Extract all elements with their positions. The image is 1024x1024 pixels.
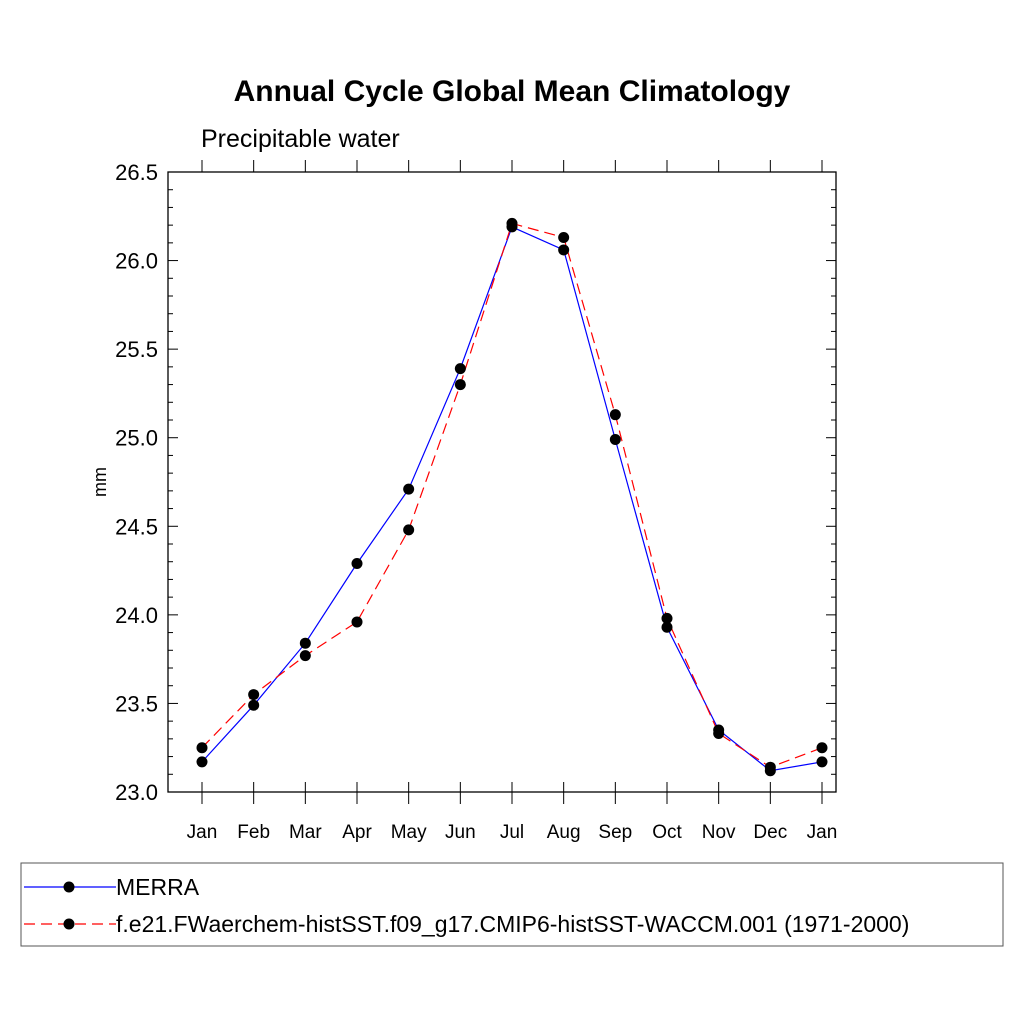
series-1-point [351, 557, 363, 569]
series-2-point [454, 379, 466, 391]
series-2-point [403, 524, 415, 536]
series-2-point [609, 409, 621, 421]
y-tick-label: 24.5 [115, 514, 158, 539]
x-tick-label: Jan [807, 822, 838, 843]
chart-subtitle: Precipitable water [201, 125, 400, 153]
series-1-point [196, 756, 208, 768]
series-1-point [454, 363, 466, 375]
y-tick-label: 25.0 [115, 426, 158, 451]
x-tick-label: Dec [753, 822, 787, 843]
series-1-point [816, 756, 828, 768]
legend-marker-2 [63, 918, 75, 930]
series-1-point [299, 637, 311, 649]
y-tick-label: 26.0 [115, 249, 158, 274]
y-tick-label: 25.5 [115, 337, 158, 362]
legend-box [20, 862, 1004, 947]
series-1-point [661, 621, 673, 633]
y-tick-label: 24.0 [115, 603, 158, 628]
series-2-point [816, 742, 828, 754]
legend-marker-1 [63, 881, 75, 893]
series-1-point [609, 433, 621, 445]
series-1-point [403, 483, 415, 495]
x-tick-label: Jul [500, 822, 524, 843]
legend-label-1: MERRA [116, 874, 200, 900]
x-tick-label: Jun [445, 822, 476, 843]
series-line-2 [201, 222, 823, 768]
x-tick-label: May [391, 822, 427, 843]
x-tick-label: Nov [702, 822, 736, 843]
series-2-point [196, 742, 208, 754]
series-2-point [351, 616, 363, 628]
legend: MERRA f.e21.FWaerchem-histSST.f09_g17.CMI… [20, 862, 1004, 947]
series-2-point [661, 612, 673, 624]
series-line-1 [201, 226, 823, 772]
x-tick-label: Mar [289, 822, 322, 843]
series-2-point [506, 217, 518, 229]
axes: 23.0 23.5 24.0 24.5 25.0 25.5 26.0 26.5 Jan Feb Ma… [115, 160, 837, 843]
x-tick-label: Sep [598, 822, 632, 843]
plot-frame [167, 171, 837, 793]
chart-title: Annual Cycle Global Mean Climatology [234, 75, 791, 108]
series-1-point [558, 244, 570, 256]
y-tick-label: 23.5 [115, 691, 158, 716]
series-2-point [558, 232, 570, 244]
y-axis-label: mm [90, 467, 110, 497]
series-1-point [248, 699, 260, 711]
series-2-point [764, 761, 776, 773]
series-2-point [248, 689, 260, 701]
series-2-point [299, 650, 311, 662]
x-tick-label: Oct [652, 822, 682, 843]
y-tick-label: 26.5 [115, 160, 158, 185]
x-tick-label: Feb [237, 822, 270, 843]
y-tick-label: 23.0 [115, 780, 158, 805]
legend-label-2: f.e21.FWaerchem-histSST.f09_g17.CMIP6-hi… [116, 911, 909, 937]
series-group [196, 217, 828, 777]
x-tick-label: Apr [342, 822, 372, 843]
x-tick-label: Aug [547, 822, 581, 843]
series-2-point [713, 728, 725, 740]
x-tick-label: Jan [187, 822, 218, 843]
